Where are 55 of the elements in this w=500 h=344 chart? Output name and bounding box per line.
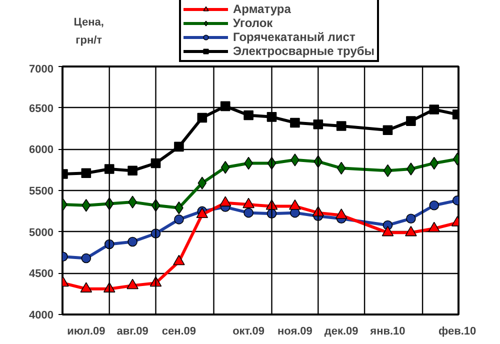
point [382,226,394,236]
point [405,226,417,236]
y-tick-label: 7000 [29,64,54,76]
point [197,112,208,123]
point [82,198,91,212]
point [428,222,440,232]
point [382,125,393,136]
point [383,164,392,178]
point [336,162,346,175]
point [429,200,440,210]
x-tick-label: янв.10 [370,326,406,338]
point [220,101,230,112]
legend-label: Арматура [233,2,291,16]
point [406,116,416,126]
point [220,160,230,174]
y-tick-label: 6500 [29,102,54,115]
point [126,278,138,290]
y-tick-label: 5500 [29,186,54,198]
point [198,176,207,190]
point [81,253,92,264]
y-tick-label: 6000 [29,144,54,156]
y-axis-title: Цена, грн/т [74,16,104,46]
point [290,118,300,128]
point [104,164,114,174]
x-tick-label: окт.09 [232,326,265,338]
point [430,156,439,170]
x-tick-label: июл.09 [67,326,106,338]
legend-label: Электросварные трубы [233,44,375,58]
point [336,121,346,131]
point [128,166,138,176]
x-tick-label: сен.09 [162,326,196,338]
point [81,168,92,178]
point [174,142,184,152]
point [244,110,254,120]
y-tick-label: 5000 [29,226,54,239]
x-tick-label: авг.09 [116,326,148,338]
point [313,119,324,130]
legend-label: Горячекатаный лист [233,30,356,44]
legend-label: Уголок [233,16,273,30]
point [335,208,348,219]
point [289,199,301,210]
x-tick-label: ноя.09 [277,326,312,338]
point [174,214,184,224]
point [219,196,232,206]
point [244,208,254,218]
point [80,282,92,292]
point [406,214,416,224]
point [128,236,138,247]
point [429,104,440,114]
x-tick-label: дек.09 [324,326,358,338]
point [173,254,185,266]
point [242,198,254,208]
y-tick-label: 4500 [29,268,54,280]
x-tick-label: фев.10 [438,326,476,338]
y-tick-label: 4000 [29,310,54,322]
